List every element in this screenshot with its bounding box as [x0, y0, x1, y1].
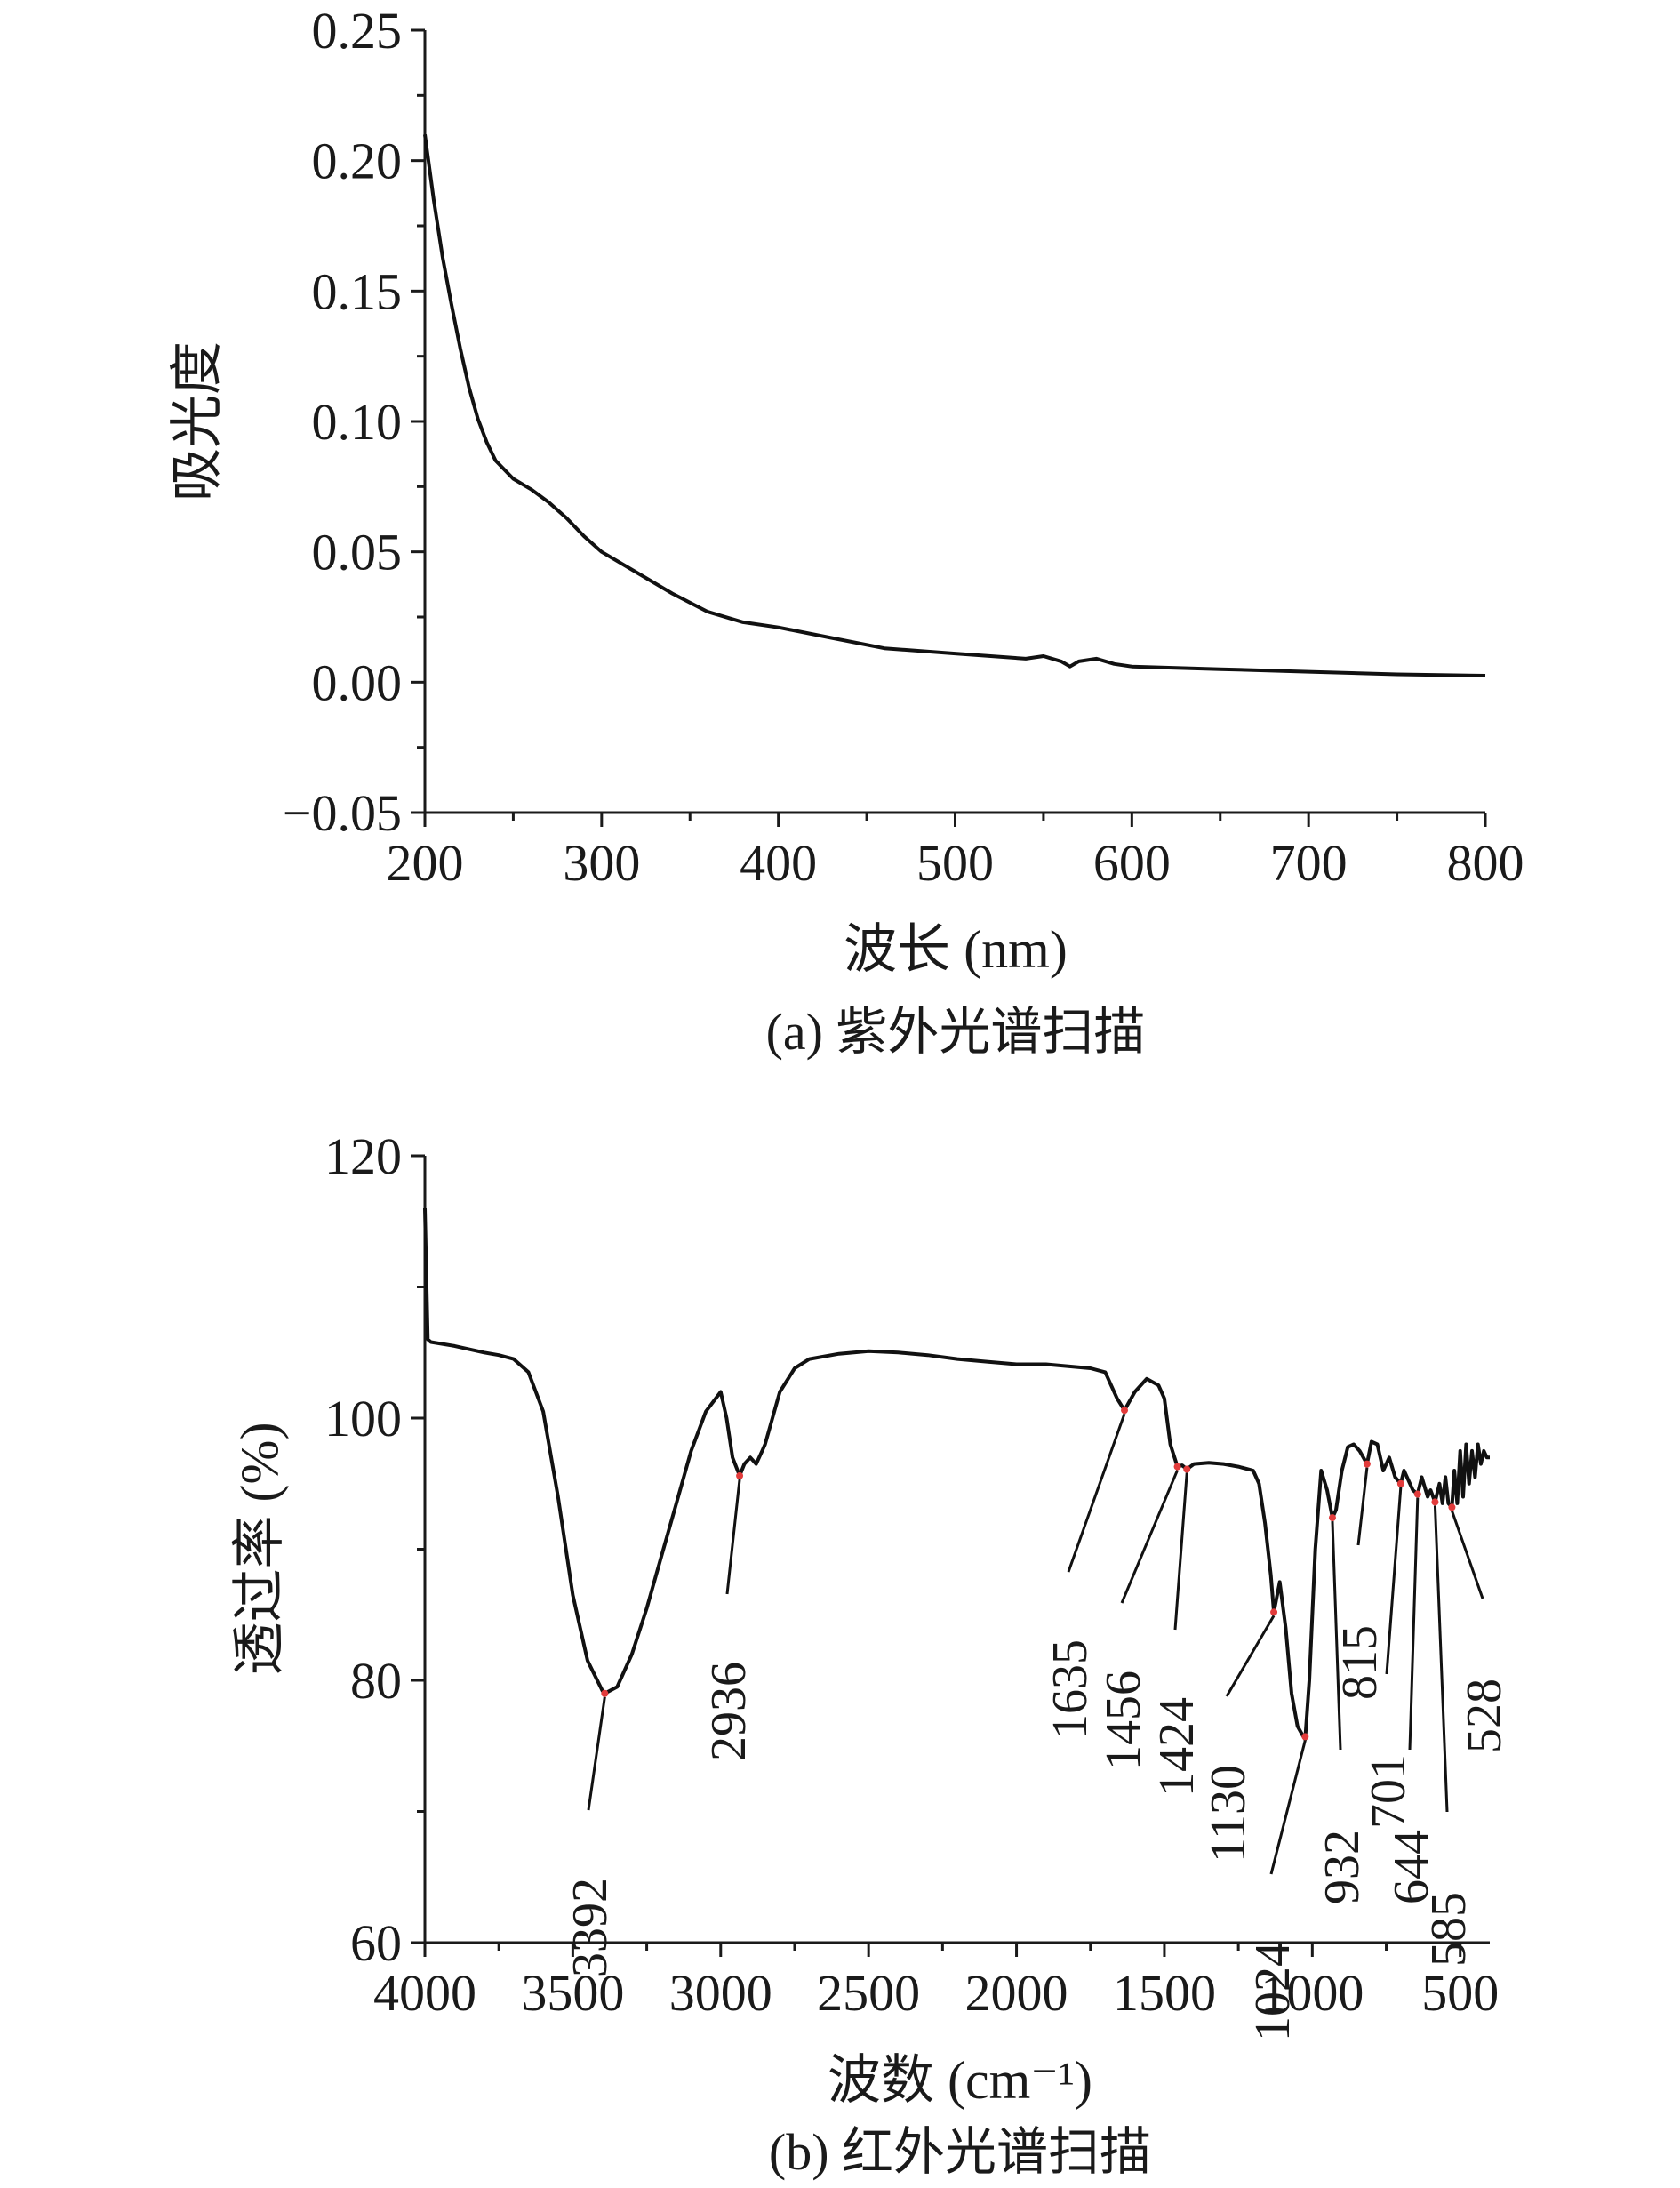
peak-marker	[1270, 1608, 1278, 1616]
peak-marker	[1173, 1463, 1181, 1471]
peak-marker	[1431, 1498, 1439, 1506]
peak-marker	[1396, 1479, 1404, 1487]
peak-marker	[1301, 1733, 1309, 1741]
peak-leader-line	[1433, 1505, 1449, 1813]
peak-marker	[1121, 1407, 1129, 1415]
peak-leader-line	[1408, 1497, 1420, 1751]
peak-label: 1635	[1043, 1639, 1098, 1739]
ir-x-tick-label: 1000	[1260, 1964, 1364, 2022]
ir-x-tick-label: 2000	[965, 1964, 1068, 2022]
uv-x-tick-label: 600	[1093, 834, 1171, 892]
uv-x-tick-label: 200	[387, 834, 464, 892]
peak-leader-line	[1225, 1615, 1276, 1697]
ir-y-tick-label: 120	[324, 1127, 402, 1185]
ir-y-ticks: 60 80 100 120	[324, 1127, 425, 1972]
uv-x-tick-label: 300	[563, 834, 640, 892]
peak-label: 1456	[1096, 1671, 1151, 1770]
peak-annotation-701: 701	[1361, 1479, 1416, 1829]
peak-leader-line	[1173, 1472, 1188, 1631]
peak-leader-line	[725, 1479, 741, 1595]
peak-leader-line	[1385, 1487, 1403, 1675]
ir-x-tick-label: 3500	[521, 1964, 624, 2022]
uv-x-ticks: 200 300 400 500 600 700 800	[387, 813, 1524, 892]
ir-y-tick-label: 60	[350, 1914, 402, 1972]
uv-y-tick-label: 0.25	[312, 2, 403, 60]
uv-panel-caption: (a) 紫外光谱扫描	[766, 1003, 1146, 1061]
uv-axes	[423, 30, 1485, 814]
peak-leader-line	[587, 1696, 606, 1811]
peak-annotation-3392: 3392	[563, 1689, 618, 1977]
ir-y-tick-label: 80	[350, 1652, 402, 1710]
peak-annotation-1424: 1424	[1149, 1465, 1204, 1797]
uv-spectrum-panel: 200 300 400 500 600 700 800 −0.05 0.00 0.05 0.10 0…	[168, 2, 1524, 1061]
peak-marker	[1413, 1490, 1421, 1498]
ir-panel-caption: (b) 红外光谱扫描	[769, 2123, 1151, 2181]
peak-annotation-1130: 1130	[1201, 1608, 1278, 1863]
uv-y-tick-label: −0.05	[283, 784, 402, 842]
peak-label: 3392	[563, 1878, 618, 1977]
peak-annotation-1024: 1024	[1245, 1733, 1309, 2041]
peak-annotation-932: 932	[1315, 1514, 1370, 1904]
uv-x-tick-label: 500	[916, 834, 994, 892]
uv-x-tick-label: 400	[740, 834, 817, 892]
peak-marker	[736, 1471, 744, 1479]
ir-y-axis-label: 透过率 (%)	[230, 1423, 289, 1676]
ir-x-tick-label: 500	[1421, 1964, 1499, 2022]
peak-label: 932	[1315, 1830, 1370, 1904]
ir-axes	[423, 1156, 1490, 1944]
uv-y-tick-label: 0.00	[312, 653, 403, 711]
uv-y-tick-label: 0.10	[312, 393, 403, 451]
peak-label: 1424	[1149, 1697, 1204, 1797]
ir-y-tick-label: 100	[324, 1390, 402, 1447]
peak-label: 1024	[1245, 1942, 1300, 2041]
peak-marker	[1363, 1460, 1371, 1468]
uv-y-tick-label: 0.20	[312, 132, 403, 190]
peak-marker	[1448, 1503, 1456, 1511]
peak-label: 528	[1457, 1679, 1512, 1753]
peak-leader-line	[1120, 1469, 1179, 1604]
peak-annotation-585: 585	[1421, 1498, 1476, 1967]
ir-x-tick-label: 3000	[669, 1964, 772, 2022]
peak-leader-line	[1067, 1413, 1126, 1573]
ir-transmittance-curve	[423, 1207, 1490, 1742]
uv-y-axis-label: 吸光度	[168, 341, 227, 501]
ir-x-axis-label: 波数 (cm⁻¹)	[828, 2051, 1092, 2110]
peak-annotation-2936: 2936	[701, 1471, 756, 1761]
peak-label: 2936	[701, 1662, 756, 1761]
peak-leader-line	[1331, 1521, 1342, 1751]
ir-spectrum-panel: 4000 3500 3000 2500 2000 1500 1000 500 60 80 100 1…	[230, 1127, 1512, 2181]
peak-annotation-528: 528	[1448, 1503, 1512, 1753]
peak-label: 1130	[1201, 1765, 1256, 1863]
peak-marker	[1183, 1465, 1191, 1473]
peak-annotation-815: 815	[1332, 1460, 1388, 1700]
peak-label: 585	[1421, 1892, 1476, 1967]
peak-label: 815	[1332, 1625, 1388, 1700]
uv-y-tick-label: 0.05	[312, 524, 403, 581]
uv-y-ticks: −0.05 0.00 0.05 0.10 0.15 0.20 0.25	[283, 2, 425, 842]
peak-label: 644	[1384, 1830, 1439, 1904]
peak-annotation-1635: 1635	[1043, 1407, 1129, 1739]
peak-leader-line	[1356, 1467, 1369, 1546]
peak-marker	[1328, 1514, 1336, 1522]
peak-marker	[601, 1689, 609, 1697]
uv-x-tick-label: 800	[1447, 834, 1524, 892]
ir-x-tick-label: 2500	[817, 1964, 920, 2022]
uv-x-tick-label: 700	[1270, 834, 1348, 892]
ir-x-ticks: 4000 3500 3000 2500 2000 1500 1000 500	[373, 1943, 1499, 2022]
peak-leader-line	[1450, 1510, 1484, 1599]
ir-x-tick-label: 4000	[373, 1964, 476, 2022]
uv-y-tick-label: 0.15	[312, 262, 403, 320]
uv-absorbance-curve	[423, 134, 1486, 677]
peak-label: 701	[1361, 1754, 1416, 1829]
uv-x-axis-label: 波长 (nm)	[844, 920, 1068, 979]
peak-annotation-1456: 1456	[1096, 1463, 1181, 1770]
ir-x-tick-label: 1500	[1113, 1964, 1216, 2022]
peak-leader-line	[1269, 1740, 1307, 1875]
peak-annotation-644: 644	[1384, 1490, 1439, 1904]
